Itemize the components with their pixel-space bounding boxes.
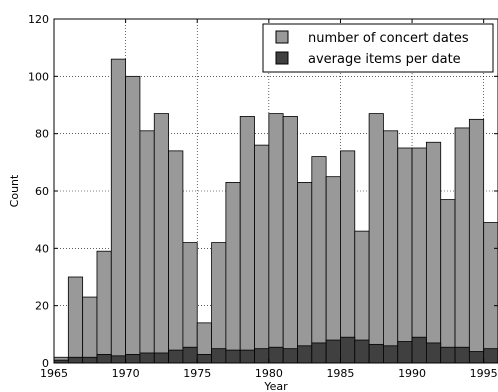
- bar-avg-items: [139, 352, 155, 364]
- bar-concert-dates: [340, 150, 356, 364]
- bar-avg-items: [182, 346, 198, 364]
- bar-avg-items: [311, 342, 327, 364]
- bar-concert-dates: [397, 147, 413, 364]
- bar-avg-items: [225, 349, 241, 364]
- y-tick-label: 80: [35, 128, 49, 141]
- bar-concert-dates: [96, 250, 112, 364]
- x-tick-label: 1980: [255, 367, 283, 380]
- bar-concert-dates: [440, 199, 456, 364]
- bar-avg-items: [411, 336, 427, 364]
- x-tick-label: 1970: [112, 367, 140, 380]
- y-axis-label: Count: [8, 174, 21, 207]
- bar-concert-dates: [425, 141, 442, 364]
- bar-avg-items: [425, 342, 442, 364]
- bar-avg-items: [168, 349, 184, 364]
- y-tick-label: 40: [35, 242, 49, 255]
- bar-concert-dates: [139, 130, 155, 364]
- bar-concert-dates: [282, 116, 298, 364]
- bars: [53, 58, 498, 364]
- y-tick-label: 120: [28, 13, 49, 26]
- legend-entry: number of concert dates: [308, 31, 469, 46]
- legend-swatch: [275, 30, 289, 44]
- x-tick-label: 1965: [40, 367, 68, 380]
- bar-concert-dates: [82, 296, 98, 364]
- bar-concert-dates: [268, 113, 284, 364]
- x-tick-label: 1975: [183, 367, 211, 380]
- bar-avg-items: [110, 355, 127, 364]
- bar-concert-dates: [239, 116, 255, 364]
- bar-avg-items: [196, 353, 212, 364]
- bar-avg-items: [96, 353, 112, 364]
- y-tick-label: 0: [42, 357, 49, 370]
- bar-concert-dates: [483, 222, 498, 364]
- bar-concert-dates: [67, 276, 84, 364]
- bar-avg-items: [354, 339, 370, 364]
- bar-avg-items: [340, 336, 356, 364]
- bar-concert-dates: [297, 181, 313, 364]
- bar-concert-dates: [125, 75, 141, 364]
- bar-avg-items: [239, 349, 255, 364]
- bar-avg-items: [440, 346, 456, 364]
- bar-avg-items: [454, 346, 470, 364]
- bar-avg-items: [297, 345, 313, 364]
- bar-avg-items: [82, 356, 98, 364]
- bar-concert-dates: [254, 144, 270, 364]
- bar-avg-items: [397, 341, 413, 364]
- bar-avg-items: [153, 352, 169, 364]
- bar-concert-dates: [468, 118, 485, 364]
- bar-concert-dates: [368, 113, 384, 364]
- bar-avg-items: [125, 353, 141, 364]
- bar-avg-items: [282, 348, 298, 364]
- legend: number of concert dates average items pe…: [262, 23, 494, 73]
- bar-avg-items: [254, 348, 270, 364]
- legend-swatch: [275, 51, 289, 65]
- x-tick-label: 1985: [326, 367, 354, 380]
- legend-box: [262, 23, 494, 73]
- bar-avg-items: [368, 343, 384, 364]
- bar-concert-dates: [110, 58, 127, 364]
- bar-avg-items: [325, 339, 341, 364]
- legend-entry: average items per date: [308, 52, 461, 67]
- bar-avg-items: [268, 346, 284, 364]
- bar-avg-items: [383, 345, 399, 364]
- bar-concert-dates: [182, 242, 198, 364]
- ticks: 0 20 40 60 80 100 120 1965 1970 1975 1980 1985 1990 1…: [28, 13, 498, 380]
- bar-concert-dates: [168, 150, 184, 364]
- bar-avg-items: [483, 348, 498, 364]
- y-tick-label: 60: [35, 185, 49, 198]
- y-tick-label: 100: [28, 70, 49, 83]
- bar-concert-dates: [325, 176, 341, 364]
- x-tick-label: 1995: [470, 367, 498, 380]
- bar-concert-dates: [153, 113, 169, 364]
- x-tick-label: 1990: [398, 367, 426, 380]
- bar-avg-items: [67, 356, 84, 364]
- bar-concert-dates: [454, 127, 470, 364]
- bar-concert-dates: [211, 242, 227, 364]
- x-axis-label: Year: [263, 380, 288, 392]
- bar-concert-dates: [225, 181, 241, 364]
- bar-avg-items: [468, 351, 485, 364]
- y-tick-label: 20: [35, 300, 49, 313]
- bar-concert-dates: [383, 130, 399, 364]
- bar-concert-dates: [311, 156, 327, 364]
- bar-avg-items: [211, 348, 227, 364]
- bar-concert-dates: [411, 147, 427, 364]
